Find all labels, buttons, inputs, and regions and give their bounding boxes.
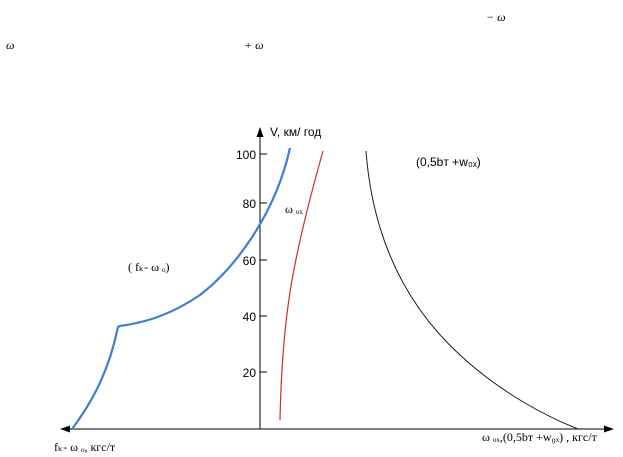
y-ticks: 100 80 60 40 20	[236, 148, 267, 380]
y-tick-label: 60	[243, 254, 257, 268]
header-fragment-middle: + ω	[244, 38, 264, 52]
x-axis-left-label: fₖ- ω ₒ, кгс/т	[54, 440, 116, 454]
y-tick-label: 40	[243, 310, 257, 324]
x-axis-left-arrow	[60, 425, 70, 433]
left-curve	[71, 147, 292, 430]
header-fragment-left: ω	[6, 38, 15, 52]
y-axis-arrow	[256, 127, 264, 137]
right-curve	[365, 150, 579, 430]
left-curve-label: ( fₖ- ω ₒ)	[128, 260, 169, 274]
y-tick-label: 100	[236, 148, 256, 162]
x-axis-right-arrow	[604, 425, 614, 433]
right-curve-label: (0,5bт +w₀ₓ)	[416, 155, 481, 169]
x-axis-right-label: ω ₒₓ,(0,5bт +w₀ₓ) , кгс/т	[482, 430, 598, 444]
middle-curve	[279, 150, 324, 421]
y-axis-label: V, км/ год	[270, 125, 321, 139]
middle-curve-label: ω ₒₓ	[285, 202, 303, 216]
header-fragment-top-right: − ω	[486, 10, 506, 24]
y-tick-label: 80	[243, 197, 257, 211]
y-tick-label: 20	[243, 366, 257, 380]
